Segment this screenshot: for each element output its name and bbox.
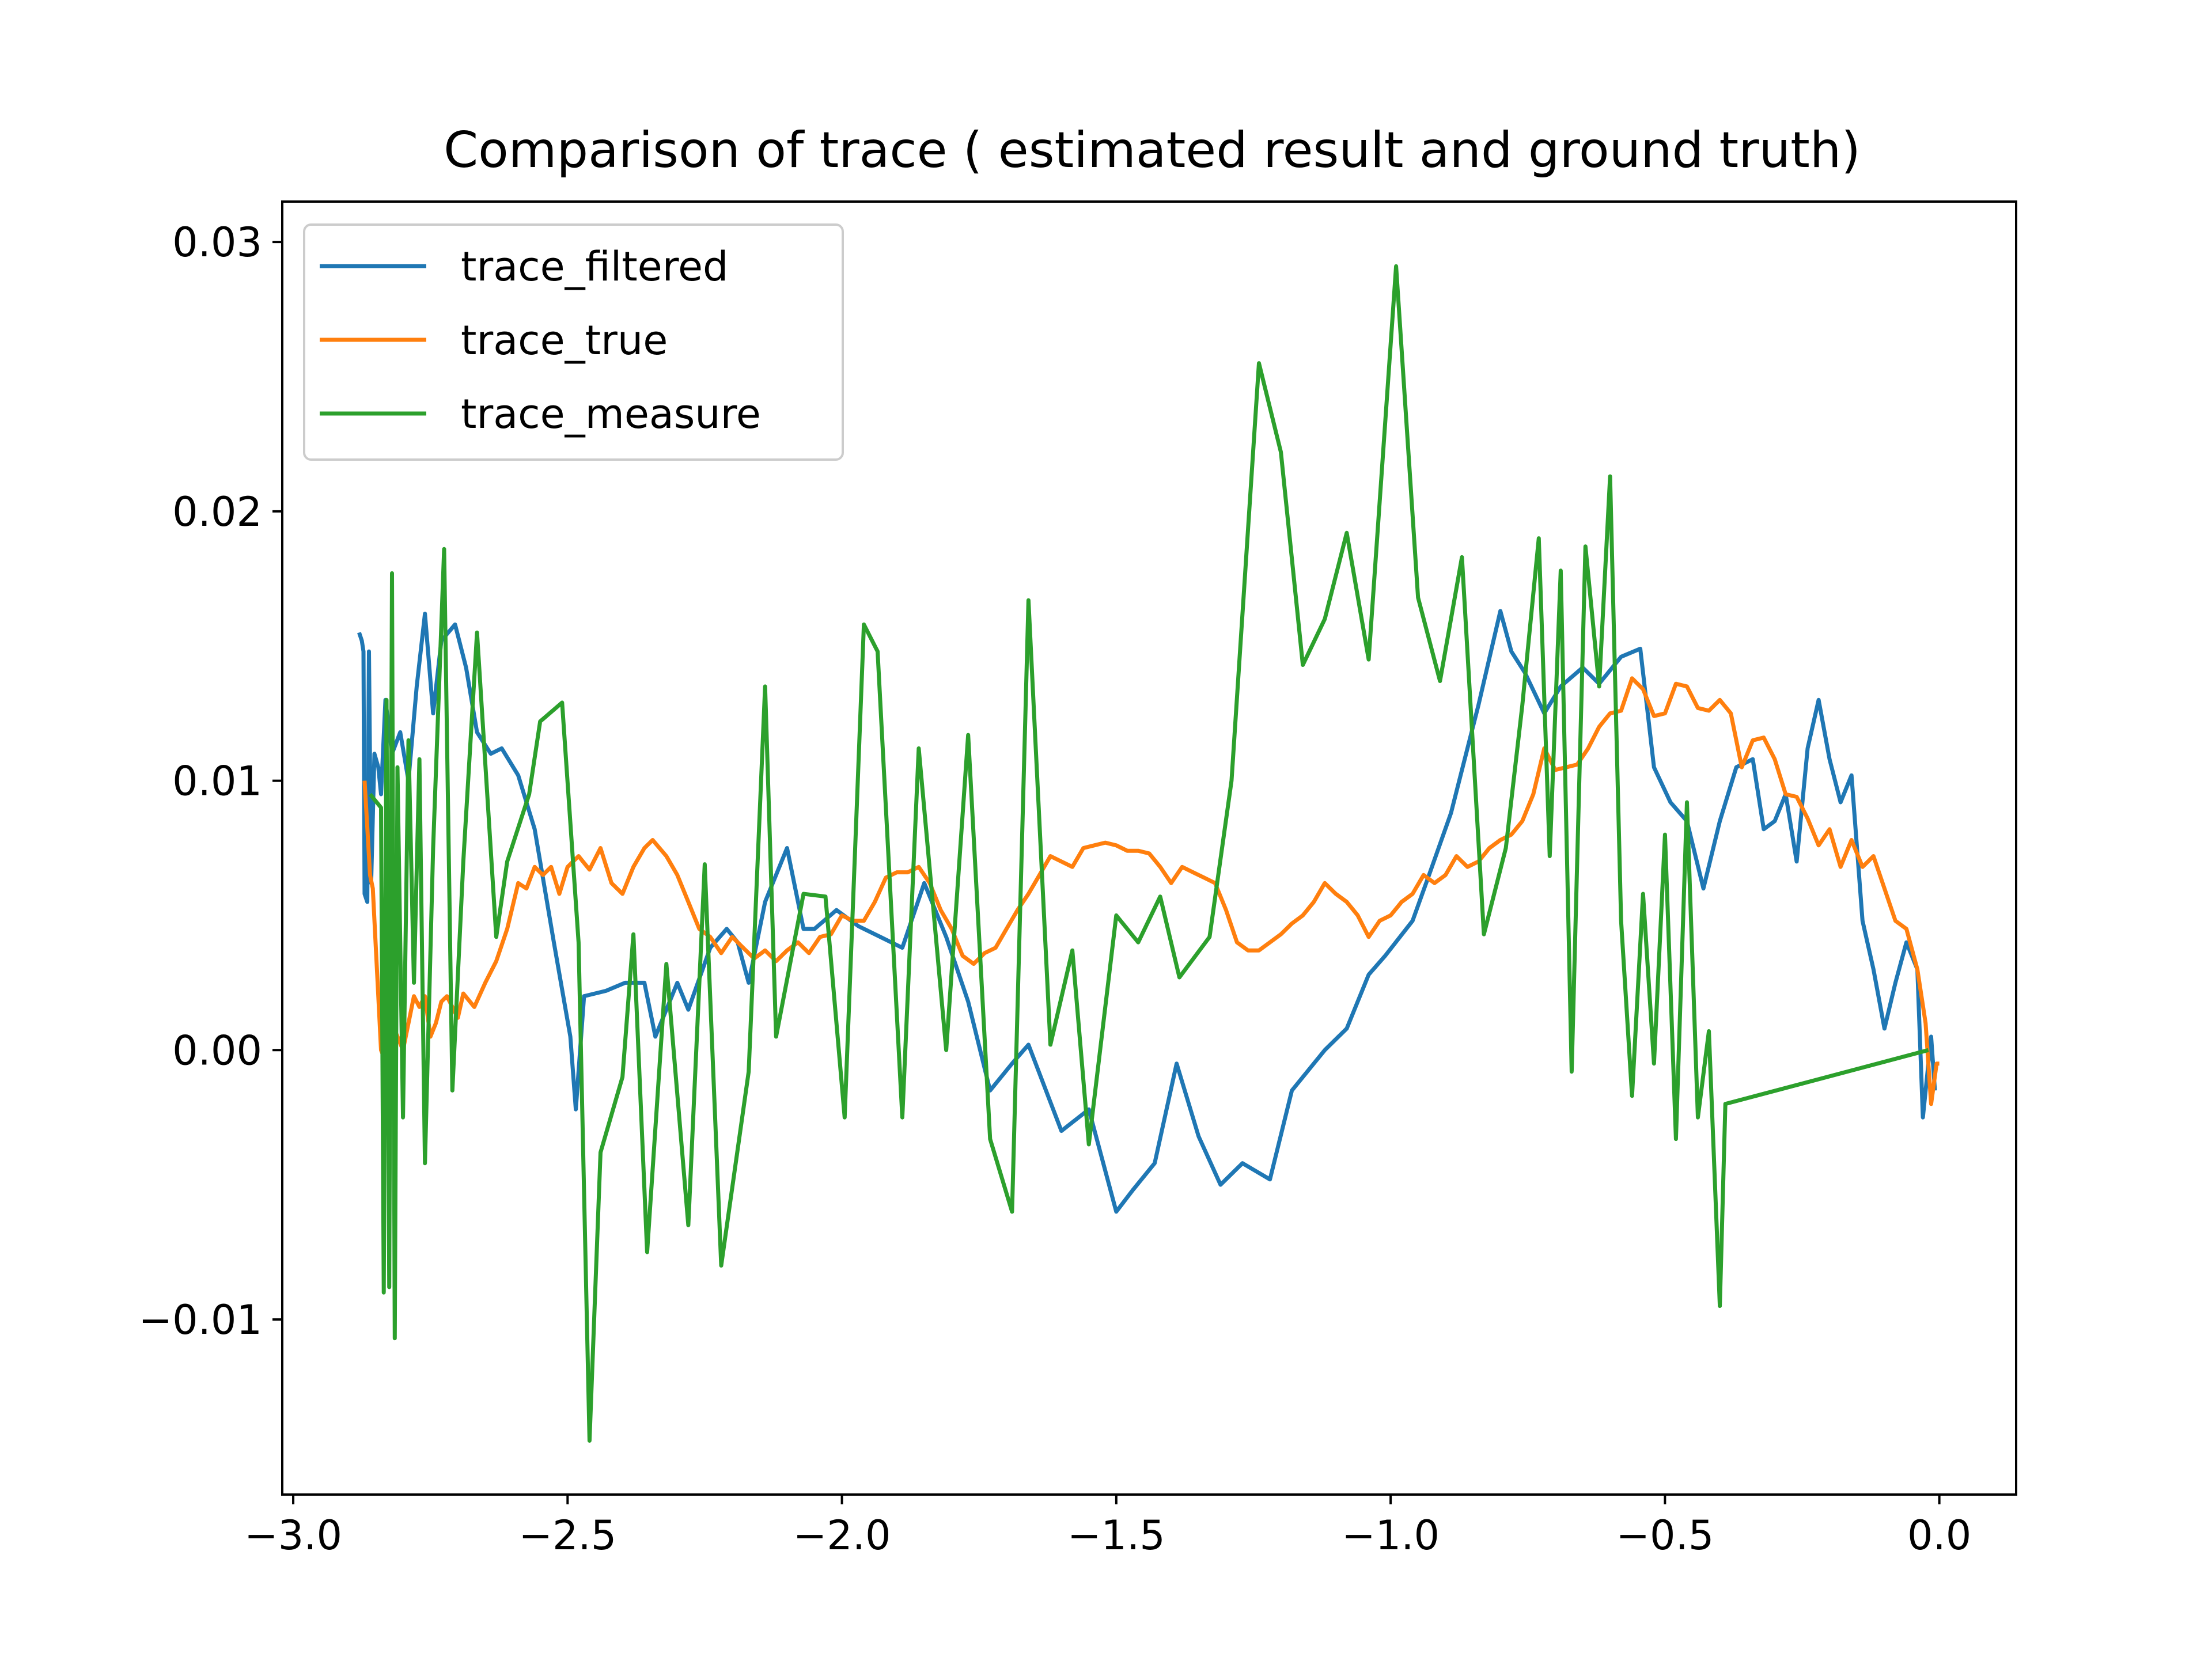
series-line-trace-measure	[368, 264, 1929, 1443]
legend-label-trace-measure: trace_measure	[461, 390, 761, 438]
y-tick-label: −0.01	[138, 1296, 262, 1344]
series-line-trace-filtered	[357, 609, 1937, 1214]
legend-box	[303, 223, 844, 461]
x-axis: −3.0 −2.5 −2.0 −1.5 −1.0 −0.5 0.0	[244, 1495, 1971, 1559]
x-tick-label: −2.5	[518, 1512, 616, 1559]
legend-label-trace-filtered: trace_filtered	[461, 243, 728, 290]
legend: trace_filtered trace_true trace_measure	[303, 223, 844, 461]
legend-label-trace-true: trace_true	[461, 317, 668, 364]
x-tick-label: −1.5	[1067, 1512, 1165, 1559]
plot-lines	[357, 264, 1940, 1443]
x-tick-label: −0.5	[1616, 1512, 1714, 1559]
y-tick-label: 0.03	[172, 219, 262, 266]
x-tick-label: 0.0	[1907, 1512, 1971, 1559]
x-tick-label: −2.0	[793, 1512, 891, 1559]
chart-title: Comparison of trace ( estimated result a…	[444, 122, 1861, 179]
plot-frame	[281, 200, 2017, 1496]
y-tick-label: 0.00	[172, 1027, 262, 1074]
x-tick-label: −1.0	[1342, 1512, 1440, 1559]
y-tick-label: 0.01	[172, 758, 262, 805]
y-axis: −0.01 0.00 0.01 0.02 0.03	[138, 219, 282, 1344]
series-line-trace-true	[362, 676, 1940, 1106]
y-tick-label: 0.02	[172, 488, 262, 536]
x-tick-label: −3.0	[244, 1512, 342, 1559]
